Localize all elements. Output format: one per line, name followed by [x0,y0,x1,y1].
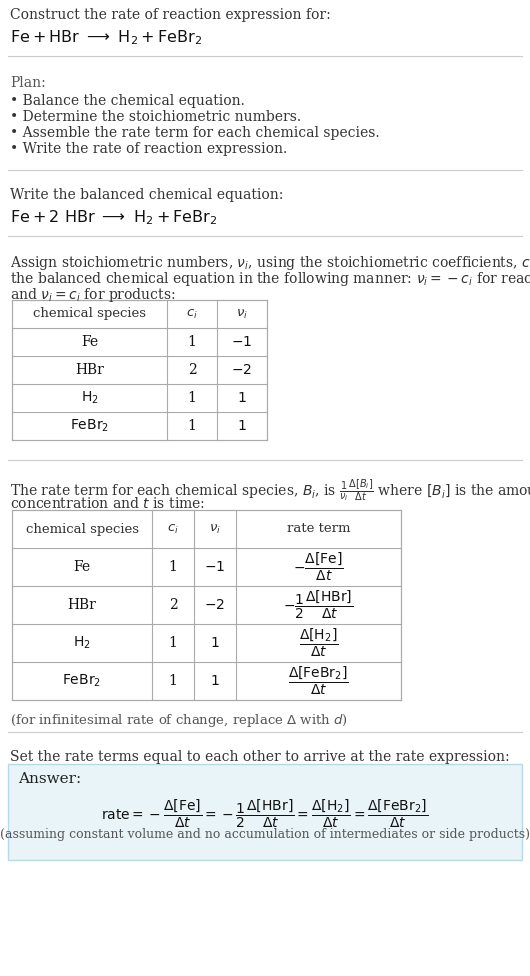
Text: • Determine the stoichiometric numbers.: • Determine the stoichiometric numbers. [10,110,301,124]
Text: the balanced chemical equation in the following manner: $\nu_i = -c_i$ for react: the balanced chemical equation in the fo… [10,270,530,288]
Text: 1: 1 [169,636,178,650]
Text: Fe: Fe [81,335,98,349]
Text: Construct the rate of reaction expression for:: Construct the rate of reaction expressio… [10,8,331,22]
Text: $c_i$: $c_i$ [167,522,179,536]
FancyBboxPatch shape [12,510,401,700]
Text: (for infinitesimal rate of change, replace $\Delta$ with $d$): (for infinitesimal rate of change, repla… [10,712,348,729]
Text: 2: 2 [188,363,197,377]
Text: $1$: $1$ [237,419,247,433]
Text: • Balance the chemical equation.: • Balance the chemical equation. [10,94,245,108]
Text: $1$: $1$ [237,391,247,405]
Text: Fe: Fe [74,560,91,574]
Text: $-\dfrac{1}{2}\dfrac{\Delta[\mathrm{HBr}]}{\Delta t}$: $-\dfrac{1}{2}\dfrac{\Delta[\mathrm{HBr}… [284,589,354,621]
FancyBboxPatch shape [8,764,522,860]
Text: $\mathrm{Fe + 2\ HBr\ {\longrightarrow}\ H_2 + FeBr_2}$: $\mathrm{Fe + 2\ HBr\ {\longrightarrow}\… [10,208,217,226]
Text: $\dfrac{\Delta[\mathrm{H_2}]}{\Delta t}$: $\dfrac{\Delta[\mathrm{H_2}]}{\Delta t}$ [299,627,338,659]
FancyBboxPatch shape [12,300,267,440]
Text: $\nu_i$: $\nu_i$ [236,307,248,320]
Text: HBr: HBr [75,363,104,377]
Text: 1: 1 [188,391,197,405]
Text: Set the rate terms equal to each other to arrive at the rate expression:: Set the rate terms equal to each other t… [10,750,510,764]
Text: $1$: $1$ [210,674,220,688]
Text: $\dfrac{\Delta[\mathrm{FeBr_2}]}{\Delta t}$: $\dfrac{\Delta[\mathrm{FeBr_2}]}{\Delta … [288,665,349,697]
Text: chemical species: chemical species [25,522,138,536]
Text: $-1$: $-1$ [232,335,253,349]
Text: $1$: $1$ [210,636,220,650]
Text: (assuming constant volume and no accumulation of intermediates or side products): (assuming constant volume and no accumul… [0,828,530,841]
Text: chemical species: chemical species [33,307,146,320]
Text: $\mathrm{rate} = -\dfrac{\Delta[\mathrm{Fe}]}{\Delta t} = -\dfrac{1}{2}\dfrac{\D: $\mathrm{rate} = -\dfrac{\Delta[\mathrm{… [101,798,429,831]
Text: $c_i$: $c_i$ [186,307,198,320]
Text: $-\dfrac{\Delta[\mathrm{Fe}]}{\Delta t}$: $-\dfrac{\Delta[\mathrm{Fe}]}{\Delta t}$ [293,550,344,584]
Text: $-2$: $-2$ [205,598,225,612]
Text: $\mathrm{Fe + HBr\ {\longrightarrow}\ H_2 + FeBr_2}$: $\mathrm{Fe + HBr\ {\longrightarrow}\ H_… [10,28,202,47]
Text: Write the balanced chemical equation:: Write the balanced chemical equation: [10,188,284,202]
Text: 1: 1 [169,674,178,688]
Text: HBr: HBr [67,598,96,612]
Text: Plan:: Plan: [10,76,46,90]
Text: The rate term for each chemical species, $B_i$, is $\frac{1}{\nu_i}\frac{\Delta[: The rate term for each chemical species,… [10,478,530,504]
Text: Answer:: Answer: [18,772,81,786]
Text: $\mathrm{FeBr_2}$: $\mathrm{FeBr_2}$ [63,672,102,689]
Text: 2: 2 [169,598,178,612]
Text: Assign stoichiometric numbers, $\nu_i$, using the stoichiometric coefficients, $: Assign stoichiometric numbers, $\nu_i$, … [10,254,530,272]
Text: and $\nu_i = c_i$ for products:: and $\nu_i = c_i$ for products: [10,286,175,304]
Text: 1: 1 [169,560,178,574]
Text: • Write the rate of reaction expression.: • Write the rate of reaction expression. [10,142,287,156]
Text: $\mathrm{H_2}$: $\mathrm{H_2}$ [81,389,99,406]
Text: concentration and $t$ is time:: concentration and $t$ is time: [10,496,205,511]
Text: $\mathrm{H_2}$: $\mathrm{H_2}$ [73,634,91,651]
Text: $-2$: $-2$ [232,363,252,377]
Text: rate term: rate term [287,522,350,536]
Text: $\nu_i$: $\nu_i$ [209,522,221,536]
Text: $-1$: $-1$ [205,560,226,574]
Text: 1: 1 [188,419,197,433]
Text: • Assemble the rate term for each chemical species.: • Assemble the rate term for each chemic… [10,126,379,140]
Text: 1: 1 [188,335,197,349]
Text: $\mathrm{FeBr_2}$: $\mathrm{FeBr_2}$ [70,418,109,434]
